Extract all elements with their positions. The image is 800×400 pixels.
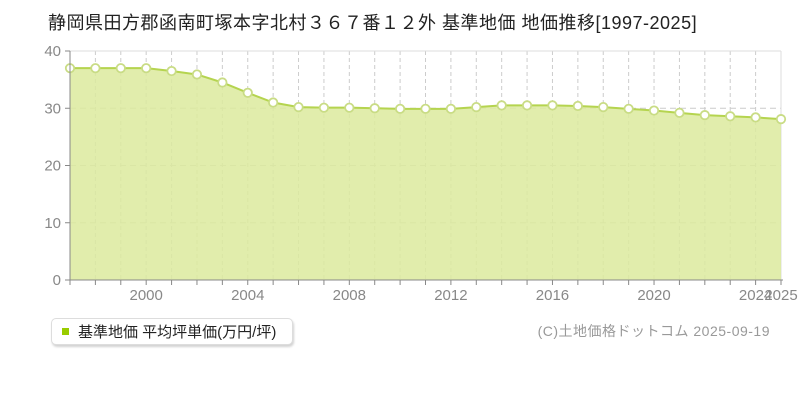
- svg-text:2000: 2000: [129, 287, 162, 304]
- svg-text:2016: 2016: [536, 287, 569, 304]
- svg-text:30: 30: [44, 100, 61, 117]
- svg-text:2020: 2020: [637, 287, 670, 304]
- svg-text:2025: 2025: [764, 287, 797, 304]
- svg-text:20: 20: [44, 158, 61, 175]
- svg-text:0: 0: [53, 272, 61, 289]
- svg-text:2024: 2024: [739, 287, 772, 304]
- legend: 基準地価 平均坪単価(万円/坪): [51, 318, 294, 345]
- svg-text:2008: 2008: [333, 287, 366, 304]
- page-title: 静岡県田方郡函南町塚本字北村３６７番１２外 基準地価 地価推移[1997-202…: [48, 13, 698, 33]
- svg-text:40: 40: [44, 43, 61, 60]
- copyright-text: (C)土地価格ドットコム 2025-09-19: [537, 323, 770, 339]
- svg-text:2012: 2012: [434, 287, 467, 304]
- svg-text:10: 10: [44, 215, 61, 232]
- legend-marker-icon: [62, 328, 69, 335]
- legend-label: 基準地価 平均坪単価(万円/坪): [78, 324, 277, 341]
- svg-text:2004: 2004: [231, 287, 264, 304]
